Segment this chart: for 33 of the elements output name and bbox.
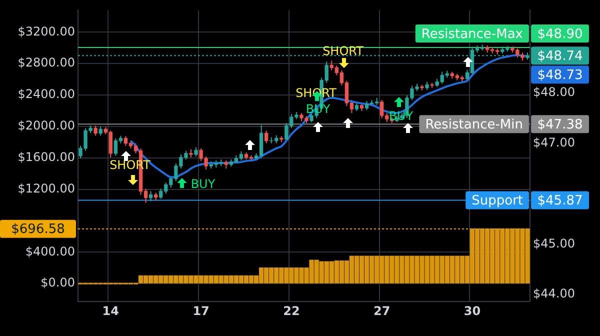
x-tick-label: 30 bbox=[464, 304, 481, 318]
y2-tick-label: $45.00 bbox=[533, 236, 575, 250]
x-tick-label: 22 bbox=[283, 304, 300, 318]
annotation: SHORT bbox=[322, 44, 364, 58]
y-tick-label: $400.00 bbox=[25, 244, 75, 258]
y-tick-label: $3200.00 bbox=[18, 24, 75, 38]
ref-line-label: $48.74 bbox=[537, 48, 583, 64]
data-label: $48.73 bbox=[537, 68, 583, 83]
ref-line-label: $47.38 bbox=[537, 118, 583, 133]
candlestick bbox=[148, 190, 153, 202]
y2-tick-label: $44.00 bbox=[533, 286, 575, 301]
ref-line-label: $45.87 bbox=[537, 194, 583, 209]
y2-tick-label: $48.00 bbox=[533, 85, 575, 100]
y-tick-label: $2800.00 bbox=[18, 56, 75, 70]
candlestick bbox=[94, 125, 98, 136]
x-tick-label: 27 bbox=[373, 304, 390, 318]
candlestick bbox=[98, 126, 102, 136]
x-tick-label: 14 bbox=[102, 304, 119, 318]
y-tick-label: $0.00 bbox=[40, 276, 75, 290]
y-tick-label: $2400.00 bbox=[18, 87, 75, 102]
candlestick bbox=[264, 130, 268, 144]
x-tick-label: 17 bbox=[192, 304, 210, 318]
annotation: Resistance-Min bbox=[425, 118, 523, 133]
y2-tick-label: $47.00 bbox=[533, 135, 575, 150]
annotation: Resistance-Max bbox=[421, 26, 524, 42]
y-tick-label: $1600.00 bbox=[18, 150, 75, 164]
y-tick-label: $1200.00 bbox=[18, 181, 75, 196]
ref-line-label: $696.58 bbox=[11, 222, 65, 238]
candlestick bbox=[194, 146, 198, 157]
annotation: BUY bbox=[190, 177, 216, 192]
ref-line-label: $48.90 bbox=[537, 26, 583, 42]
y-tick-label: $2000.00 bbox=[18, 118, 75, 133]
annotation: Support bbox=[472, 194, 523, 209]
